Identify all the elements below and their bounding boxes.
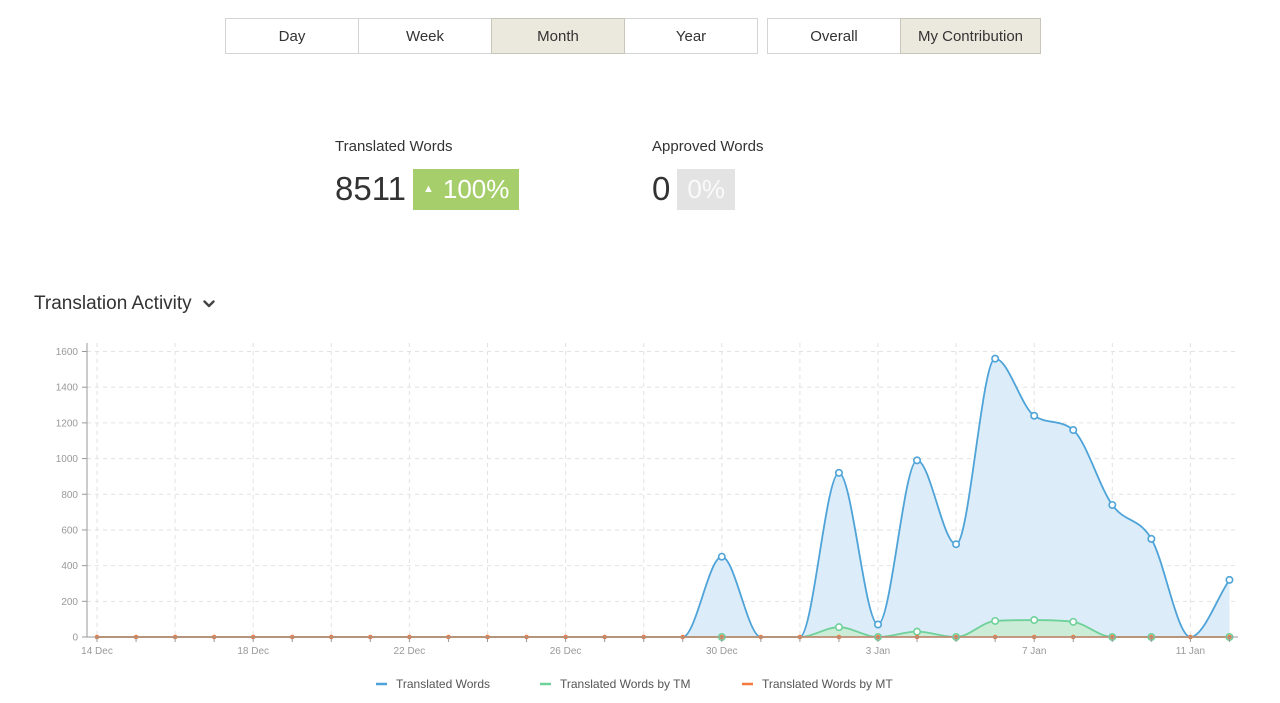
translation-activity-chart: 0 200 400 600 800 1000 1200 1400 1600 14 Dec 18 De… (56, 343, 1238, 691)
y-tick-label: 1200 (56, 418, 79, 429)
x-tick-label: 22 Dec (394, 646, 426, 657)
approved-words-label: Approved Words (652, 138, 764, 155)
data-point-translated-words-by-tm[interactable] (913, 627, 922, 636)
tab-year[interactable]: Year (624, 18, 758, 54)
x-tick-label: 7 Jan (1022, 646, 1046, 657)
series-area-translated-words-by-tm (97, 620, 1230, 637)
data-point-translated-words-by-tm[interactable] (834, 623, 843, 632)
tab-day[interactable]: Day (225, 18, 359, 54)
translated-words-value: 8511 (335, 170, 406, 207)
tab-my-contribution[interactable]: My Contribution (900, 18, 1041, 54)
y-tick-label: 600 (61, 525, 78, 536)
y-tick-label: 200 (61, 597, 78, 608)
scope-selector: Overall My Contribution (767, 18, 1041, 54)
x-tick-label: 26 Dec (550, 646, 582, 657)
legend-item-translated-words[interactable]: Translated Words (396, 677, 490, 691)
chevron-down-icon (202, 300, 215, 308)
x-tick-label: 14 Dec (81, 646, 113, 657)
data-point-translated-words[interactable] (834, 468, 843, 477)
y-tick-label: 800 (61, 490, 78, 501)
data-point-translated-words[interactable] (1030, 411, 1039, 420)
approved-change-badge: 0% (677, 168, 735, 210)
translated-change-value: 100% (442, 173, 510, 204)
translation-activity-toggle[interactable]: Translation Activity (34, 293, 215, 315)
x-tick-label: 18 Dec (237, 646, 269, 657)
translated-change-badge: ▲ 100% (412, 168, 520, 210)
y-tick-label: 0 (72, 633, 78, 644)
tab-month[interactable]: Month (491, 18, 625, 54)
legend-item-translated-words-by-tm[interactable]: Translated Words by TM (560, 677, 691, 691)
data-point-translated-words-by-tm[interactable] (991, 616, 1000, 625)
data-point-translated-words-by-tm[interactable] (1030, 616, 1039, 625)
data-point-translated-words-by-tm[interactable] (1069, 617, 1078, 626)
x-tick-label: 30 Dec (706, 646, 738, 657)
y-tick-label: 1600 (56, 347, 79, 358)
data-point-translated-words[interactable] (717, 552, 726, 561)
translated-words-label: Translated Words (335, 138, 453, 155)
approved-change-value: 0% (687, 173, 725, 204)
approved-words-value: 0 (652, 170, 671, 207)
data-point-translated-words[interactable] (913, 456, 922, 465)
y-tick-label: 1000 (56, 454, 79, 465)
y-tick-label: 400 (61, 561, 78, 572)
data-point-translated-words[interactable] (991, 354, 1000, 363)
data-point-translated-words[interactable] (1108, 500, 1117, 509)
series-area-translated-words (97, 358, 1230, 637)
data-point-translated-words[interactable] (873, 620, 882, 629)
data-point-translated-words[interactable] (1147, 534, 1156, 543)
legend-item-translated-words-by-mt[interactable]: Translated Words by MT (762, 677, 893, 691)
translated-words-stat: Translated Words 8511 ▲ 100% (335, 137, 520, 210)
data-point-translated-words[interactable] (1069, 426, 1078, 435)
x-tick-label: 3 Jan (866, 646, 890, 657)
period-selector: Day Week Month Year (225, 18, 758, 54)
tab-overall[interactable]: Overall (767, 18, 901, 54)
section-title: Translation Activity (34, 293, 192, 314)
x-tick-label: 11 Jan (1176, 646, 1205, 657)
tab-week[interactable]: Week (358, 18, 492, 54)
data-point-translated-words[interactable] (952, 540, 961, 549)
arrow-up-icon: ▲ (422, 183, 434, 195)
data-point-translated-words[interactable] (1225, 575, 1234, 584)
approved-words-stat: Approved Words 0 0% (652, 137, 763, 210)
y-tick-label: 1400 (56, 383, 79, 394)
